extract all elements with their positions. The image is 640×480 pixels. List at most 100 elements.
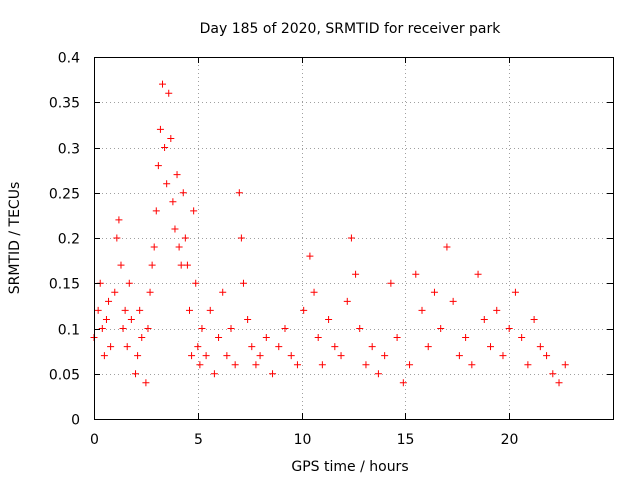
data-point: [511, 288, 519, 296]
data-point: [190, 207, 198, 215]
data-point: [173, 171, 181, 179]
data-point: [244, 315, 252, 323]
data-point: [536, 343, 544, 351]
data-point: [148, 261, 156, 269]
data-point: [138, 334, 146, 342]
data-point: [406, 361, 414, 369]
data-point: [94, 306, 102, 314]
data-point: [430, 288, 438, 296]
data-point: [318, 361, 326, 369]
x-axis-label: GPS time / hours: [291, 459, 408, 475]
data-point: [152, 207, 160, 215]
data-point: [159, 80, 167, 88]
x-tick-label: 0: [90, 432, 99, 448]
x-tick-label: 5: [194, 432, 203, 448]
data-point: [248, 343, 256, 351]
data-point: [549, 370, 557, 378]
data-point: [196, 361, 204, 369]
data-point: [505, 325, 513, 332]
data-point: [171, 225, 179, 233]
data-point: [231, 361, 239, 369]
data-point: [362, 361, 370, 369]
data-point: [154, 162, 162, 170]
data-point: [356, 325, 364, 332]
y-tick-label: 0.3: [58, 142, 80, 158]
data-point: [518, 334, 526, 342]
data-point: [412, 270, 420, 278]
data-point: [387, 279, 395, 287]
data-point: [437, 325, 445, 332]
data-point: [331, 343, 339, 351]
data-point: [179, 189, 187, 197]
y-tick-label: 0.2: [58, 232, 80, 248]
data-point: [455, 352, 463, 360]
data-points: [90, 80, 569, 387]
data-point: [287, 352, 295, 360]
data-point: [227, 325, 235, 332]
data-point: [185, 306, 193, 314]
data-point: [480, 315, 488, 323]
data-point: [167, 134, 175, 142]
data-point: [163, 180, 171, 188]
data-point: [198, 325, 206, 332]
data-point: [487, 343, 495, 351]
data-point: [111, 288, 119, 296]
data-point: [121, 306, 129, 314]
data-point: [105, 297, 113, 305]
data-point: [223, 352, 231, 360]
axis-ticks: 0 0.05 0.1 0.15 0.2 0.25 0.3 0.35 0.4 0 5 10 15 20: [49, 51, 613, 448]
data-point: [142, 379, 150, 387]
data-point: [269, 370, 277, 378]
data-point: [256, 352, 264, 360]
data-point: [310, 288, 318, 296]
data-point: [177, 261, 185, 269]
data-point: [119, 325, 127, 332]
data-point: [418, 306, 426, 314]
y-tick-label: 0.1: [58, 323, 80, 339]
y-tick-label: 0: [71, 413, 80, 429]
data-point: [156, 125, 164, 133]
data-point: [443, 243, 451, 251]
data-point: [181, 234, 189, 242]
data-point: [239, 279, 247, 287]
data-point: [175, 243, 183, 251]
data-point: [530, 315, 538, 323]
data-point: [462, 334, 470, 342]
data-point: [150, 243, 158, 251]
data-point: [555, 379, 563, 387]
data-point: [215, 334, 223, 342]
data-point: [210, 370, 218, 378]
data-point: [146, 288, 154, 296]
data-point: [123, 343, 131, 351]
data-point: [474, 270, 482, 278]
data-point: [169, 198, 177, 206]
y-tick-label: 0.15: [49, 277, 80, 293]
data-point: [306, 252, 314, 260]
data-point: [237, 234, 245, 242]
data-point: [314, 334, 322, 342]
y-tick-label: 0.35: [49, 96, 80, 112]
chart-title: Day 185 of 2020, SRMTID for receiver par…: [200, 21, 502, 37]
data-point: [281, 325, 289, 332]
data-point: [493, 306, 501, 314]
data-point: [561, 361, 569, 369]
data-point: [127, 315, 135, 323]
data-point: [194, 343, 202, 351]
data-point: [325, 315, 333, 323]
data-point: [381, 352, 389, 360]
data-point: [343, 297, 351, 305]
data-point: [192, 279, 200, 287]
x-tick-label: 15: [397, 432, 415, 448]
data-point: [468, 361, 476, 369]
data-point: [125, 279, 133, 287]
data-point: [113, 234, 121, 242]
y-tick-label: 0.25: [49, 187, 80, 203]
data-point: [206, 306, 214, 314]
data-point: [262, 334, 270, 342]
data-point: [352, 270, 360, 278]
data-point: [347, 234, 355, 242]
data-point: [161, 144, 169, 151]
data-point: [132, 370, 140, 378]
y-axis-label: SRMTID / TECUs: [7, 182, 23, 295]
